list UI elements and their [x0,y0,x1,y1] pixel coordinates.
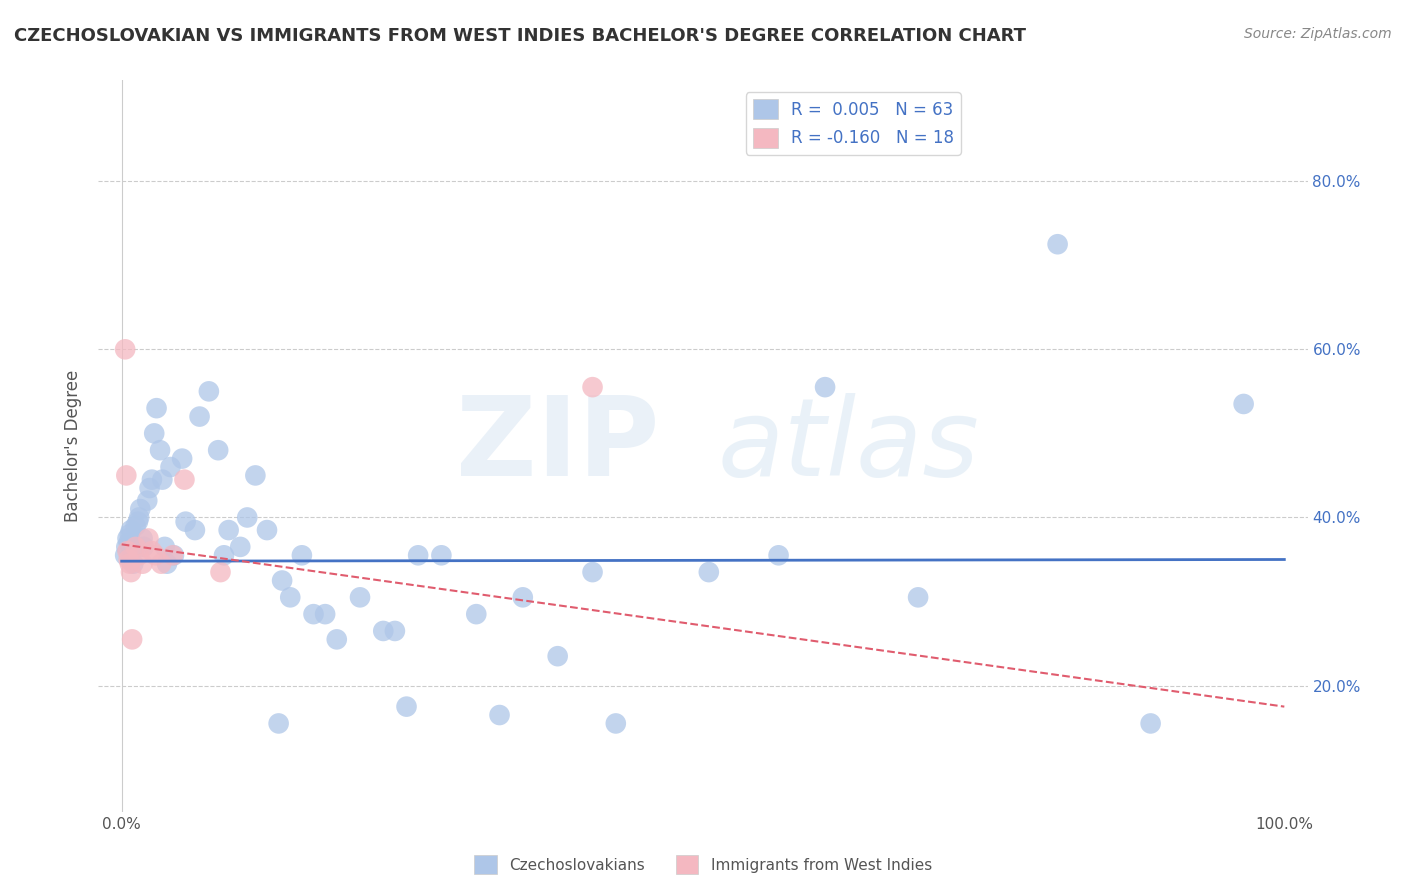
Point [581,380,603,394]
Point [120,523,142,537]
Point [1046,237,1069,252]
Point [153,540,176,554]
Point [547,649,569,664]
Point [120,565,142,579]
Point [128,549,150,563]
Point [114,549,136,563]
Point [198,384,221,399]
Point [291,549,314,563]
Point [138,481,160,495]
Point [271,574,294,588]
Point [121,632,143,647]
Point [131,557,153,571]
Point [278,591,301,605]
Point [117,532,139,546]
Point [184,523,207,537]
Point [145,401,167,416]
Point [814,380,837,394]
Point [118,527,141,541]
Point [132,540,155,554]
Point [128,510,150,524]
Point [129,502,152,516]
Point [124,519,146,533]
Text: atlas: atlas [717,393,979,499]
Point [395,699,418,714]
Point [218,523,240,537]
Point [150,473,173,487]
Point [131,532,153,546]
Legend: Czechoslovakians, Immigrants from West Indies: Czechoslovakians, Immigrants from West I… [468,849,938,880]
Point [124,540,146,554]
Point [159,460,181,475]
Text: CZECHOSLOVAKIAN VS IMMIGRANTS FROM WEST INDIES BACHELOR'S DEGREE CORRELATION CHA: CZECHOSLOVAKIAN VS IMMIGRANTS FROM WEST … [14,27,1026,45]
Text: ZIP: ZIP [456,392,659,500]
Point [212,549,235,563]
Point [141,473,163,487]
Point [121,544,143,558]
Point [118,557,141,571]
Point [512,591,534,605]
Point [302,607,325,622]
Point [117,544,139,558]
Point [188,409,211,424]
Point [172,451,194,466]
Point [156,557,179,571]
Point [136,493,159,508]
Point [149,443,172,458]
Point [267,716,290,731]
Point [118,535,141,549]
Point [173,473,195,487]
Point [605,716,627,731]
Point [115,468,138,483]
Point [207,443,229,458]
Point [1139,716,1161,731]
Point [122,557,145,571]
Point [384,624,406,638]
Point [150,557,173,571]
Point [163,549,186,563]
Point [430,549,453,563]
Point [229,540,252,554]
Point [209,565,232,579]
Point [145,549,167,563]
Point [256,523,278,537]
Point [406,549,429,563]
Y-axis label: Bachelor's Degree: Bachelor's Degree [65,370,83,522]
Point [236,510,259,524]
Point [768,549,790,563]
Point [114,343,136,357]
Point [141,544,163,558]
Point [465,607,488,622]
Point [245,468,267,483]
Point [373,624,395,638]
Point [115,540,138,554]
Point [488,708,510,723]
Point [174,515,197,529]
Point [314,607,336,622]
Text: Source: ZipAtlas.com: Source: ZipAtlas.com [1244,27,1392,41]
Point [138,532,160,546]
Point [349,591,371,605]
Point [1233,397,1256,411]
Point [581,565,603,579]
Point [697,565,720,579]
Point [127,515,149,529]
Point [162,549,184,563]
Point [326,632,349,647]
Point [118,552,141,566]
Point [143,426,166,441]
Point [907,591,929,605]
Legend: R =  0.005   N = 63, R = -0.160   N = 18: R = 0.005 N = 63, R = -0.160 N = 18 [747,92,960,154]
